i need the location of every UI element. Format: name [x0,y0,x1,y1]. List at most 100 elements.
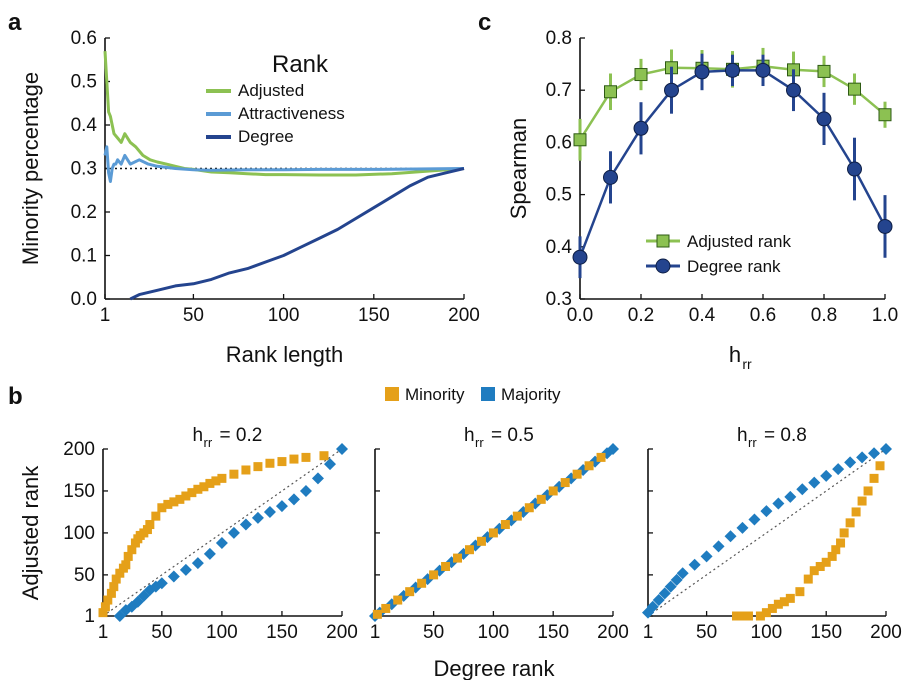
chart-b1-title-h: h [193,425,204,446]
chart-b3-minority-point [761,608,771,618]
chart-b3-minority-point [795,587,805,597]
chart-b1-minority-point [253,462,263,472]
chart-b3-minority-point [732,611,742,621]
chart-b1-minority-point [193,484,203,494]
chart-b3-title-h: h [737,425,748,446]
chart-c-degree-rank-point [877,218,893,234]
chart-c-legend-label: Degree rank [687,257,781,276]
chart-b1-minority-point [175,494,185,504]
chart-a-x-tick-label: 100 [268,305,300,326]
chart-b1-minority-point [163,499,173,509]
chart-c-x-axis-label-subscript: rr [742,356,752,372]
chart-b3-diagonal-reference [647,448,887,617]
chart-b1-minority-point [265,458,275,468]
chart-b1-y-tick-label: 100 [63,523,95,544]
chart-b2-minority-point [464,545,474,555]
chart-b1-majority-point [275,500,288,513]
chart-b3-minority-point [743,611,753,621]
chart-b1-minority-point [100,602,110,612]
chart-b1-majority-point [167,570,180,583]
chart-c-y-tick-label: 0.8 [546,28,572,49]
chart-b2-minority-point [381,603,391,613]
chart-b3-x-tick-label: 1 [643,622,654,643]
chart-b3-majority-point [712,540,725,553]
chart-b-legend-label: Majority [501,385,561,404]
chart-b2-x-tick-label: 100 [478,622,510,643]
chart-b1-minority-point [111,574,121,584]
chart-b1-majority-point [203,547,216,560]
chart-b2-minority-point [453,553,463,563]
chart-b3-majority-point [760,505,773,518]
chart-b1-minority-point [109,582,119,592]
chart-b2-majority-point [607,443,619,455]
chart-a-y-tick-label: 0.5 [71,72,97,93]
chart-b1-y-tick-label: 200 [63,439,95,460]
chart-b3-majority-point [880,443,892,455]
chart-a-legend-label: Degree [238,127,294,146]
chart-c-y-tick-label: 0.3 [546,289,572,310]
chart-b1-diagonal-reference [102,448,343,617]
chart-b3-majority-point [832,463,845,476]
chart-a-x-tick-label: 150 [358,305,390,326]
chart-b1-minority-point [289,454,299,464]
chart-c-x-tick-label: 0.2 [628,305,654,326]
chart-b3-majority-point [676,567,689,580]
chart-b2-minority-point [536,494,546,504]
chart-b2-minority-point [584,461,594,471]
panel-b-label: b [8,383,23,410]
chart-c: 0.0 0.2 0.4 0.6 0.8 1.0 0.3 0.4 0.5 0.6 0.7 0.8 h rr S… [506,28,898,372]
chart-b2-minority-point [393,595,403,605]
chart-b3-minority-point [863,486,873,496]
chart-b1-y-tick-label: 1 [84,606,95,627]
chart-b1-minority-point [187,488,197,498]
chart-b3-minority-point [815,561,825,571]
chart-c-x-tick-label: 0.4 [689,305,716,326]
chart-c-degree-rank-point [847,161,862,177]
chart-c-adjusted-rank-point [573,133,587,147]
chart-c-y-axis-label: Spearman [506,118,531,220]
chart-b3-minority-point [839,528,849,538]
chart-b1-minority-point [229,469,239,479]
chart-b1-majority-point [323,458,336,471]
chart-b3-minority-point [821,557,831,567]
chart-b1-majority-point [311,472,324,485]
chart-b3-x-tick-label: 50 [696,622,717,643]
chart-b1-minority-point [106,588,116,598]
chart-b3-majority-point [646,600,659,613]
chart-b2-minority-point [560,478,570,488]
chart-b1-x-tick-label: 150 [266,622,298,643]
chart-b3-minority-point [845,518,855,528]
chart-b1-x-tick-label: 50 [151,622,172,643]
chart-c-y-tick-label: 0.7 [546,80,572,101]
chart-b3-minority-point [869,473,879,483]
chart-a-series-degree-line [129,167,465,301]
chart-b3-majority-point [748,513,761,526]
chart-b-legend-swatch-minority [385,387,399,401]
chart-b3-majority-point [670,573,683,586]
chart-a-y-tick-label: 0.2 [71,202,97,223]
chart-b3-minority-point [773,599,783,609]
chart-b1-majority-point [215,536,228,549]
chart-b1-x-tick-label: 1 [98,622,109,643]
chart-a-x-axis-label: Rank length [226,342,343,367]
chart-b2-minority-point [405,587,415,597]
chart-a-x-tick-label: 50 [183,305,204,326]
chart-c-legend-label: Adjusted rank [687,232,791,251]
chart-b1-majority-point [263,505,276,518]
chart-b1-minority-point [211,476,221,486]
chart-b2-minority-point [512,511,522,521]
chart-b3-title-value: = 0.8 [764,425,807,446]
chart-a-legend-label: Attractiveness [238,104,345,123]
chart-a-y-tick-label: 0.3 [71,159,97,180]
chart-b2-x-tick-label: 50 [423,622,444,643]
chart-b3-majority-point [796,483,809,496]
panel-a-label: a [8,9,22,36]
chart-b1-y-tick-label: 150 [63,481,95,502]
chart-c-legend-swatch-marker [655,258,671,274]
chart-c-degree-rank-point [755,62,771,78]
chart-b2-x-tick-label: 1 [370,622,381,643]
chart-b1-minority-point [145,520,155,530]
chart-b3-minority-point [836,538,846,548]
chart-c-degree-rank-point [603,169,618,185]
chart-b1-majority-point [299,484,312,497]
